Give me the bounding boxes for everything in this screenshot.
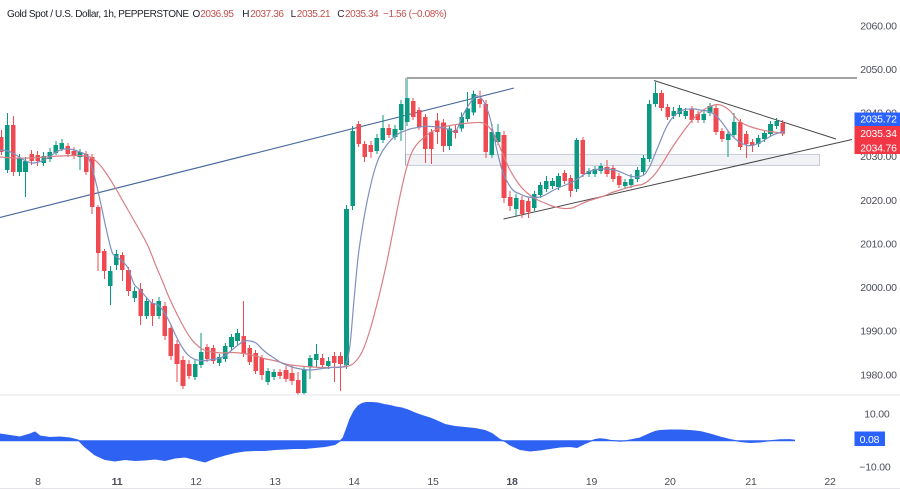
svg-text:1990.00: 1990.00 xyxy=(860,326,897,338)
svg-text:2020.00: 2020.00 xyxy=(860,195,897,207)
svg-text:C: C xyxy=(337,9,344,20)
svg-text:8: 8 xyxy=(35,476,41,488)
svg-text:11: 11 xyxy=(112,476,123,488)
svg-text:−1.56 (−0.08%): −1.56 (−0.08%) xyxy=(383,9,446,20)
svg-text:21: 21 xyxy=(745,476,757,488)
svg-text:0.08: 0.08 xyxy=(860,434,880,446)
svg-text:2035.34: 2035.34 xyxy=(345,9,379,20)
svg-text:2034.76: 2034.76 xyxy=(860,142,897,154)
svg-text:10.00: 10.00 xyxy=(864,409,890,421)
svg-text:2037.36: 2037.36 xyxy=(250,9,284,20)
svg-text:12: 12 xyxy=(190,476,202,488)
svg-text:2050.00: 2050.00 xyxy=(860,64,897,76)
svg-text:13: 13 xyxy=(269,476,281,488)
svg-text:19: 19 xyxy=(586,476,598,488)
svg-text:−10.00: −10.00 xyxy=(859,462,891,474)
svg-text:2000.00: 2000.00 xyxy=(860,282,897,294)
svg-text:H: H xyxy=(242,9,249,20)
svg-text:2030.00: 2030.00 xyxy=(860,151,897,163)
svg-text:2035.21: 2035.21 xyxy=(297,9,331,20)
svg-text:L: L xyxy=(291,9,297,20)
svg-text:2035.34: 2035.34 xyxy=(860,128,897,140)
svg-text:18: 18 xyxy=(506,476,518,488)
svg-text:O: O xyxy=(193,9,201,20)
svg-text:14: 14 xyxy=(348,476,360,488)
svg-text:2060.00: 2060.00 xyxy=(860,20,897,32)
svg-text:2036.95: 2036.95 xyxy=(200,9,234,20)
svg-text:20: 20 xyxy=(664,476,676,488)
svg-text:15: 15 xyxy=(427,476,439,488)
svg-text:2010.00: 2010.00 xyxy=(860,239,897,251)
svg-text:1980.00: 1980.00 xyxy=(860,369,897,381)
svg-text:Gold Spot / U.S. Dollar, 1h, P: Gold Spot / U.S. Dollar, 1h, PEPPERSTONE xyxy=(7,9,189,20)
svg-text:22: 22 xyxy=(824,476,836,488)
svg-text:2035.72: 2035.72 xyxy=(860,114,897,126)
